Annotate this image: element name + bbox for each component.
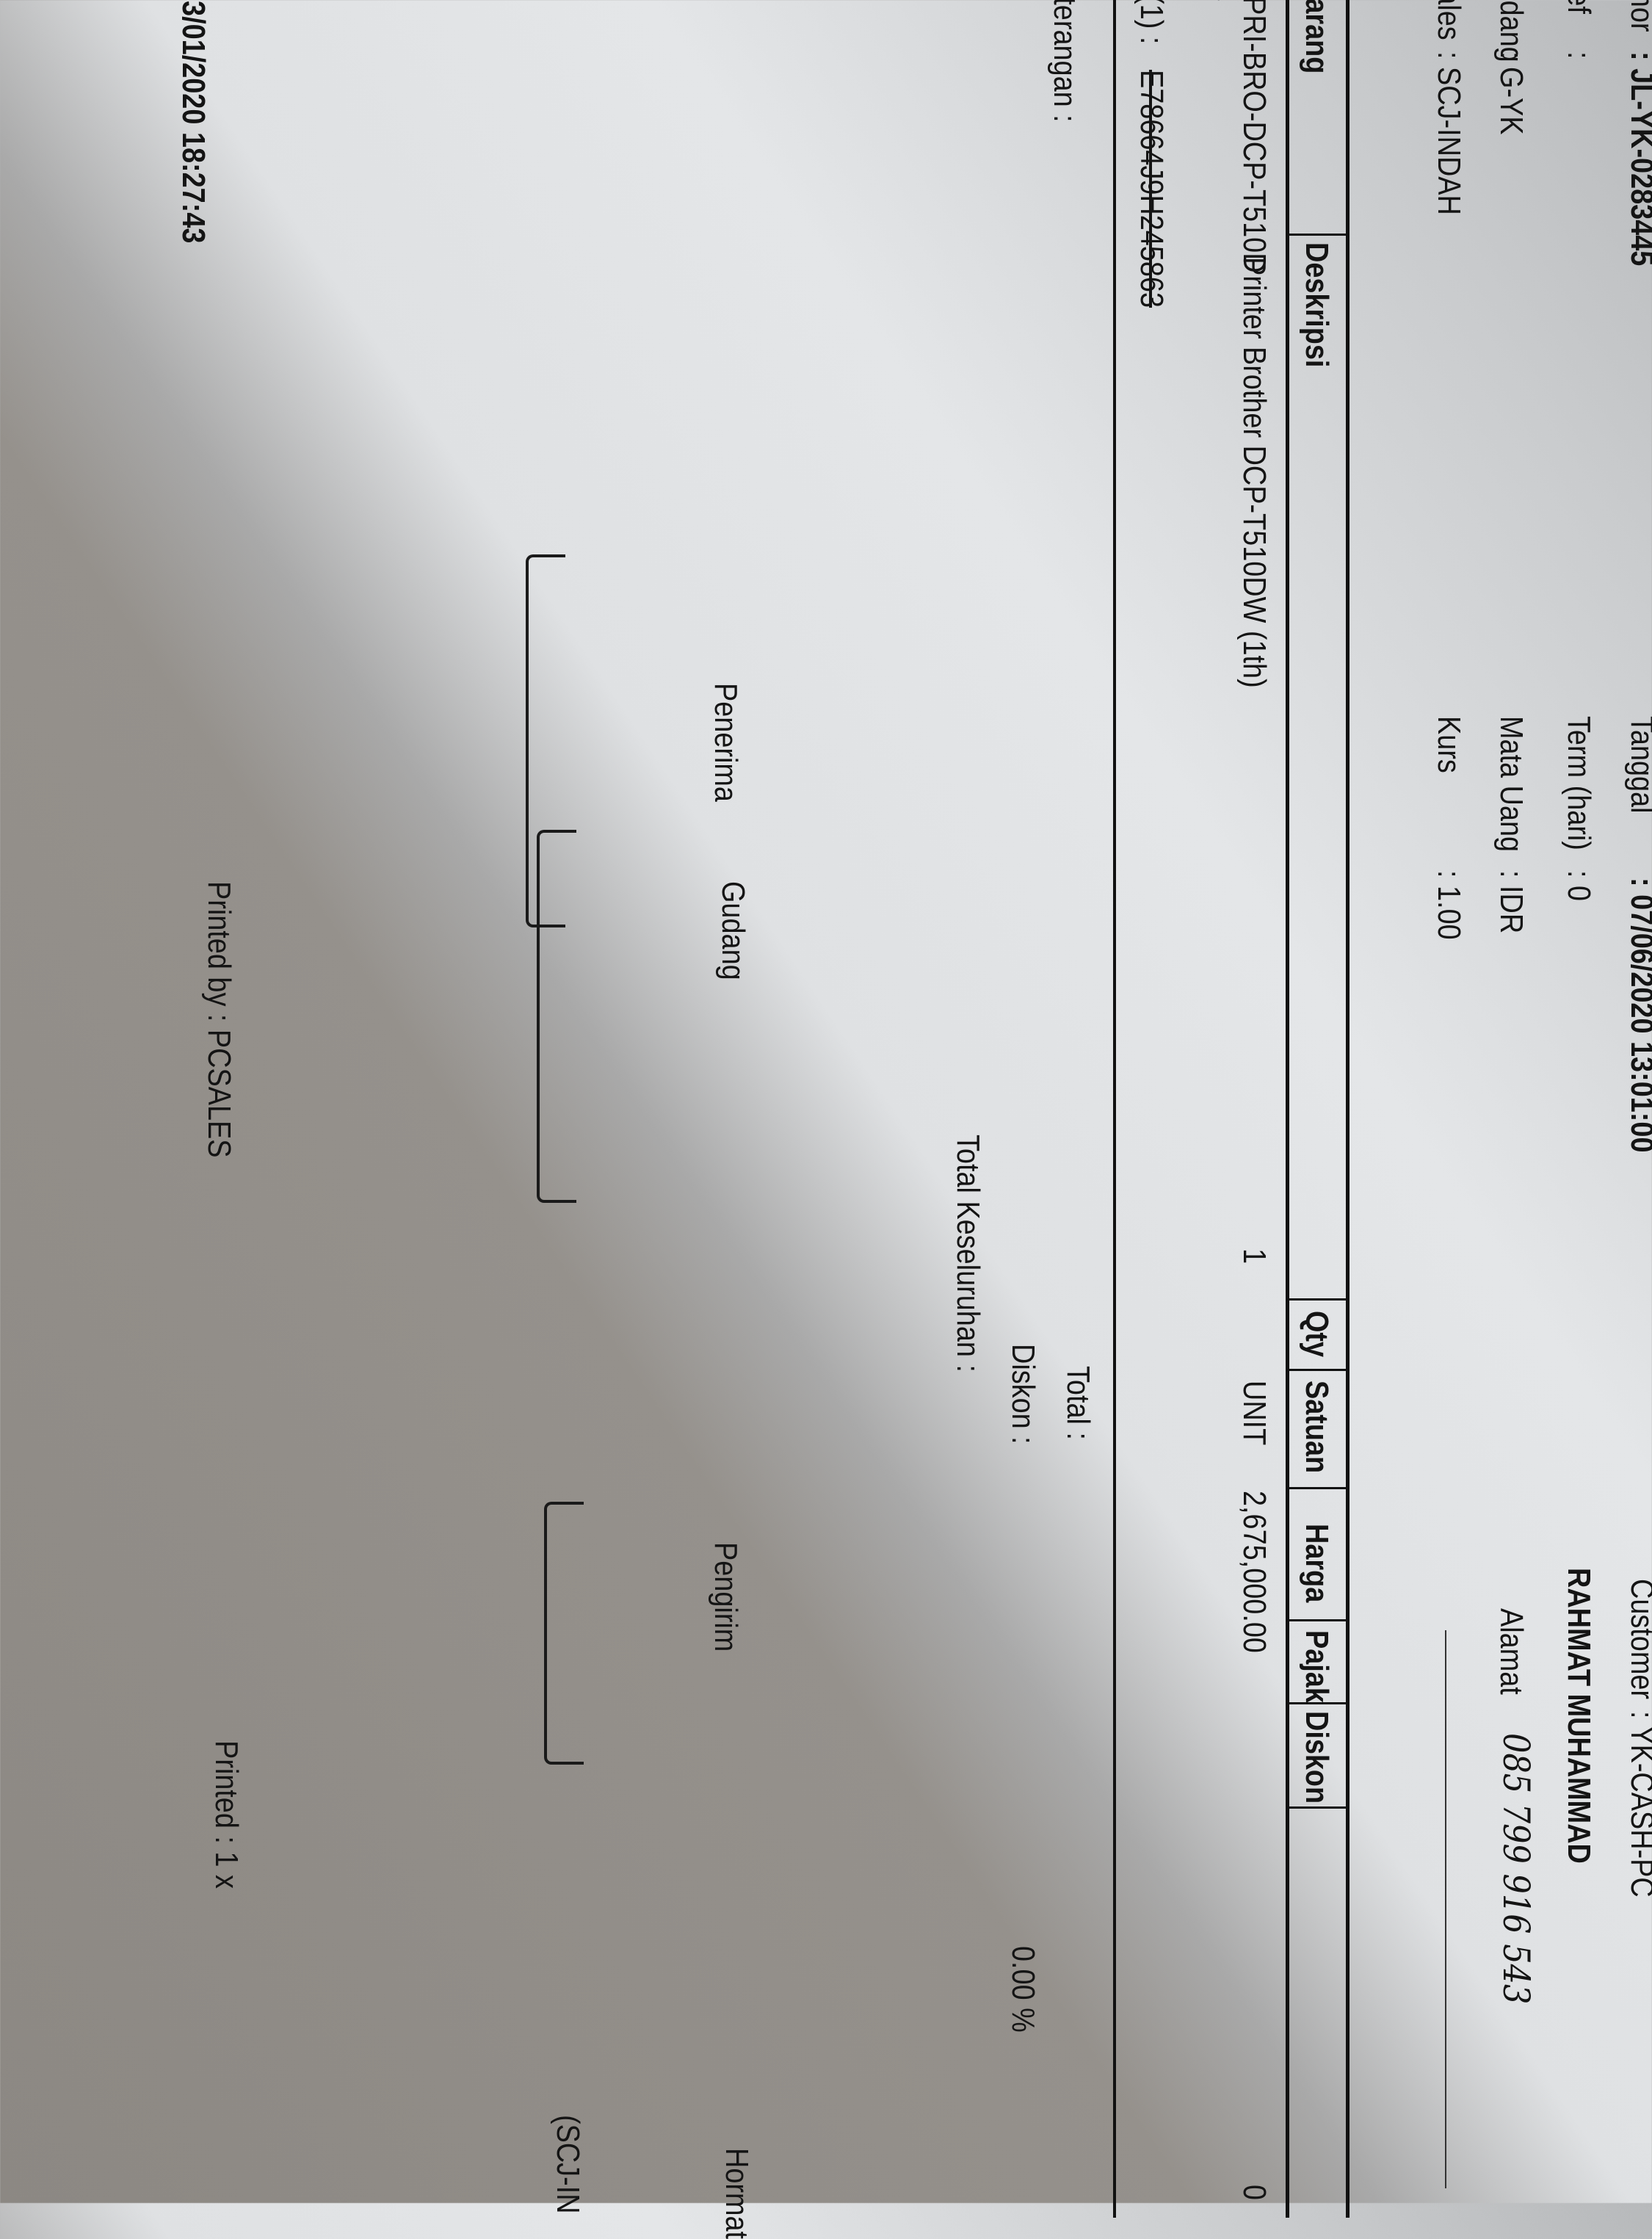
diskon-value: 0.00 % <box>1005 1946 1041 2033</box>
sales-label: Sales <box>1431 0 1467 40</box>
nomor-value: : JL-YK-0283445 <box>1624 51 1652 267</box>
kurs-value: : 1.00 <box>1431 870 1467 940</box>
cell-diskon: 0 <box>1236 2185 1272 2201</box>
signature-gudang-line <box>537 830 576 1203</box>
column-header-diskon: Diskon <box>1299 1711 1335 1804</box>
column-divider <box>1287 1487 1350 1489</box>
printed-count: Printed : 1 x <box>209 1740 244 1889</box>
column-header-barang: Barang <box>1299 0 1335 74</box>
table-header-bottom-border <box>1286 0 1289 2218</box>
column-header-deskripsi: Deskripsi <box>1299 242 1335 368</box>
printed-at: 13/01/2020 18:27:43 <box>175 0 211 244</box>
mata-uang-value: : IDR <box>1493 870 1529 934</box>
tanggal-value: : 07/06/2020 13:01:00 <box>1624 878 1652 1153</box>
column-header-pajak: Pajak <box>1299 1630 1335 1703</box>
column-header-harga: Harga <box>1299 1524 1335 1603</box>
column-divider <box>1287 1806 1350 1809</box>
serial-number-label: SN (1) : <box>1134 0 1170 44</box>
sales-value: : SCJ-INDAH <box>1431 51 1467 215</box>
column-divider <box>1287 1298 1350 1301</box>
column-divider <box>1287 234 1350 236</box>
mata-uang-label: Mata Uang <box>1493 716 1529 853</box>
ref-value: : <box>1561 51 1597 59</box>
signature-penerima-label: Penerima <box>708 683 744 802</box>
column-header-qty: Qty <box>1299 1311 1335 1358</box>
term-value: : 0 <box>1561 870 1597 902</box>
alamat-value-handwritten: 085 799 916 543 <box>1495 1733 1537 2005</box>
total-label: Total : <box>1060 1366 1096 1440</box>
signature-hormat-label: Hormat <box>719 2148 755 2239</box>
signature-pengirim-line <box>544 1502 584 1765</box>
cell-qty: 1 <box>1236 1248 1272 1265</box>
term-label: Term (hari) <box>1561 716 1597 850</box>
keterangan-label: Keterangan : <box>1047 0 1083 123</box>
nomor-label: Nomor <box>1624 0 1652 32</box>
customer-value: : YK-CASH-PC <box>1624 1711 1652 1898</box>
cell-harga: 2,675,000.00 <box>1236 1491 1272 1653</box>
tanggal-label: Tanggal <box>1624 716 1652 814</box>
signature-hormat-name: (SCJ-IN <box>550 2115 586 2214</box>
ref-label: Ref <box>1561 0 1597 14</box>
customer-name: RAHMAT MUHAMMAD <box>1561 1568 1597 1864</box>
printed-by: Printed by : PCSALES <box>201 881 237 1158</box>
serial-number-value: E78664J9H245863 <box>1134 70 1170 308</box>
column-header-satuan: Satuan <box>1299 1381 1335 1474</box>
alamat-label: Alamat <box>1493 1608 1529 1695</box>
handwritten-underline <box>1445 1630 1446 2188</box>
cell-deskripsi: Printer Brother DCP-T510DW (1th) <box>1236 257 1272 688</box>
signature-gudang-label: Gudang <box>715 881 751 980</box>
table-bottom-border <box>1113 0 1116 2218</box>
cell-barang: PC-PRI-BRO-DCP-T510D <box>1236 0 1272 273</box>
grand-total-label: Total Keseluruhan : <box>950 1135 986 1372</box>
cell-satuan: UNIT <box>1236 1381 1272 1446</box>
customer-label: Customer <box>1624 1579 1652 1700</box>
signature-pengirim-label: Pengirim <box>708 1542 744 1652</box>
column-divider <box>1287 1369 1350 1371</box>
row-mark: / <box>1189 0 1225 1</box>
kurs-label: Kurs <box>1431 716 1467 773</box>
gudang-value: : G-YK <box>1493 51 1529 135</box>
column-divider <box>1287 1619 1350 1621</box>
diskon-label: Diskon : <box>1005 1344 1041 1444</box>
table-top-border <box>1346 0 1350 2218</box>
